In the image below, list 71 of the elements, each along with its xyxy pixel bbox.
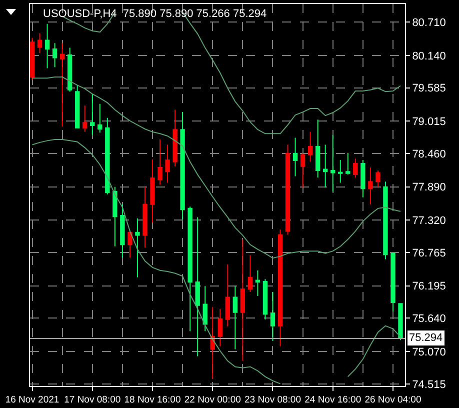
candlestick — [292, 137, 298, 177]
candlestick — [150, 158, 155, 223]
candlestick — [98, 103, 102, 133]
ref-line-label: 75.294 — [409, 332, 443, 344]
x-tick-label: 18 Nov 16:00 — [124, 394, 181, 406]
candlestick — [82, 105, 88, 132]
x-tick-label: 16 Nov 2021 — [5, 394, 60, 406]
candlestick — [120, 204, 125, 258]
candlestick — [278, 228, 283, 347]
candlestick — [202, 286, 208, 332]
line-series — [32, 76, 401, 259]
candlestick — [112, 186, 118, 247]
candlestick — [218, 308, 222, 347]
y-tick-label: 74.515 — [412, 378, 446, 391]
candlestick — [225, 264, 230, 327]
y-tick-label: 75.640 — [412, 313, 446, 326]
y-tick-label: 76.765 — [412, 247, 446, 260]
candlestick — [376, 170, 380, 188]
candlestick — [383, 181, 388, 260]
candlestick — [165, 144, 170, 184]
candlestick — [142, 186, 148, 248]
candlestick — [210, 306, 215, 380]
y-tick-label: 77.320 — [412, 214, 446, 227]
candlestick — [285, 144, 290, 236]
candlestick — [158, 139, 162, 185]
y-tick-label: 75.070 — [412, 346, 446, 358]
candlestick — [52, 42, 58, 68]
x-tick-label: 22 Nov 00:00 — [184, 394, 241, 406]
y-tick-label: 80.710 — [412, 16, 446, 29]
candlestick — [323, 144, 328, 188]
y-tick-label: 78.460 — [412, 148, 446, 160]
candlestick — [330, 134, 336, 192]
candlestick — [105, 117, 110, 195]
candlestick — [195, 216, 200, 357]
candlestick — [30, 37, 35, 80]
x-tick-label: 23 Nov 08:00 — [244, 394, 301, 406]
candlestick — [300, 153, 306, 188]
candlestick — [262, 278, 268, 320]
candlestick — [353, 158, 358, 178]
candlestick — [135, 218, 140, 278]
candlestick — [128, 230, 132, 258]
candlestick — [232, 286, 238, 350]
candlestick — [390, 252, 396, 312]
candlestick — [346, 152, 350, 176]
candlestick — [172, 109, 178, 167]
candlestick — [180, 112, 185, 220]
candlestick — [90, 93, 95, 136]
candlestick — [60, 42, 65, 128]
y-tick-label: 79.585 — [412, 82, 446, 95]
candlestick — [67, 47, 72, 92]
candlestick — [360, 159, 366, 198]
x-tick-label: 24 Nov 16:00 — [304, 394, 362, 406]
candlestick — [338, 159, 343, 184]
x-tick-label: 17 Nov 08:00 — [64, 394, 121, 406]
y-tick-label: 77.890 — [412, 182, 446, 194]
candlestick — [248, 254, 253, 292]
candlestick — [398, 303, 403, 341]
candlestick — [188, 206, 192, 332]
candlestick — [37, 32, 42, 54]
y-tick-label: 80.140 — [412, 50, 446, 62]
candlestick — [308, 131, 313, 162]
candlestick — [368, 167, 373, 205]
candlestick — [270, 291, 276, 342]
candlestick — [240, 238, 246, 362]
y-tick-label: 79.015 — [412, 116, 446, 128]
candlestick — [75, 84, 80, 129]
y-tick-label: 76.195 — [412, 280, 446, 293]
candlestick — [255, 270, 260, 297]
x-tick-label: 26 Nov 04:00 — [364, 394, 422, 406]
candlestick — [44, 23, 50, 69]
candlestick — [315, 119, 320, 178]
